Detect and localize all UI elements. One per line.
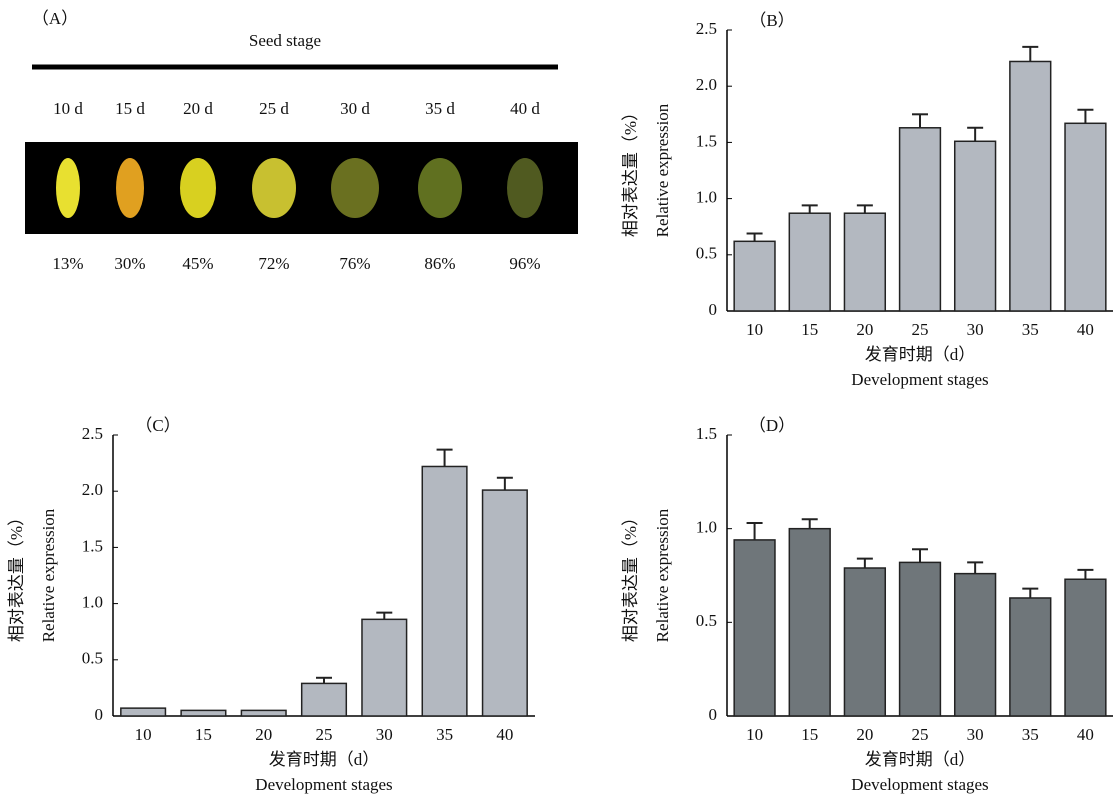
percent-label: 96% — [509, 254, 540, 273]
bar — [900, 128, 941, 311]
x-tick-label: 10 — [135, 725, 152, 744]
x-tick-label: 15 — [801, 320, 818, 339]
bar — [1065, 579, 1106, 716]
stage-label: 30 d — [340, 99, 370, 118]
y-tick-label: 0.5 — [696, 244, 717, 263]
x-axis-label: Development stages — [851, 370, 988, 389]
seed-photo — [25, 142, 578, 234]
bar — [844, 213, 885, 311]
x-tick-label: 25 — [912, 725, 929, 744]
panel-title: Seed stage — [249, 31, 321, 50]
seed — [56, 158, 80, 218]
bar — [1010, 61, 1051, 311]
y-axis-label: Relative expression — [653, 103, 672, 237]
percent-label: 30% — [114, 254, 145, 273]
bar — [181, 710, 226, 716]
x-tick-label: 40 — [496, 725, 513, 744]
y-tick-label: 0 — [709, 300, 718, 319]
x-tick-label: 30 — [967, 725, 984, 744]
percent-label: 72% — [258, 254, 289, 273]
seed — [507, 158, 543, 218]
y-axis-label: Relative expression — [653, 508, 672, 642]
x-tick-label: 15 — [195, 725, 212, 744]
x-tick-label: 20 — [856, 725, 873, 744]
y-tick-label: 0.5 — [82, 649, 103, 668]
x-axis-label-cn: 发育时期（d） — [865, 750, 976, 769]
x-tick-label: 20 — [856, 320, 873, 339]
seed — [116, 158, 144, 218]
x-tick-label: 10 — [746, 320, 763, 339]
x-tick-label: 35 — [1022, 725, 1039, 744]
bar — [734, 540, 775, 716]
x-tick-label: 30 — [967, 320, 984, 339]
y-tick-label: 1.0 — [696, 188, 717, 207]
x-tick-label: 20 — [255, 725, 272, 744]
x-tick-label: 40 — [1077, 320, 1094, 339]
panel-label: （B） — [749, 11, 794, 30]
y-tick-label: 1.5 — [696, 131, 717, 150]
x-axis-label: Development stages — [851, 775, 988, 794]
x-tick-label: 40 — [1077, 725, 1094, 744]
bar — [900, 562, 941, 716]
bar — [955, 574, 996, 716]
stage-label: 35 d — [425, 99, 455, 118]
y-tick-label: 1.5 — [82, 536, 103, 555]
panel-label: （D） — [749, 416, 795, 435]
x-tick-label: 10 — [746, 725, 763, 744]
seed — [418, 158, 462, 218]
percent-label: 76% — [339, 254, 370, 273]
bar — [483, 490, 528, 716]
stage-label: 15 d — [115, 99, 145, 118]
stage-label: 40 d — [510, 99, 540, 118]
bar — [734, 241, 775, 311]
y-tick-label: 1.0 — [696, 518, 717, 537]
x-tick-label: 25 — [316, 725, 333, 744]
y-axis-label-cn: 相对表达量（%） — [621, 509, 640, 642]
percent-label: 13% — [52, 254, 83, 273]
y-tick-label: 1.5 — [696, 424, 717, 443]
seed — [180, 158, 216, 218]
y-tick-label: 0.5 — [696, 611, 717, 630]
stage-label: 25 d — [259, 99, 289, 118]
bar — [302, 683, 347, 716]
y-tick-label: 1.0 — [82, 593, 103, 612]
bar — [422, 466, 467, 716]
stage-label: 10 d — [53, 99, 83, 118]
bar — [1010, 598, 1051, 716]
panel-label: （A） — [32, 9, 78, 28]
bar — [241, 710, 286, 716]
y-axis-label-cn: 相对表达量（%） — [7, 509, 26, 642]
y-tick-label: 2.5 — [82, 424, 103, 443]
panel-label: （C） — [135, 416, 180, 435]
percent-label: 45% — [182, 254, 213, 273]
y-axis-label-cn: 相对表达量（%） — [621, 104, 640, 237]
y-tick-label: 0 — [95, 705, 104, 724]
y-tick-label: 2.0 — [82, 480, 103, 499]
seed — [331, 158, 379, 218]
y-tick-label: 2.0 — [696, 75, 717, 94]
x-axis-label: Development stages — [255, 775, 392, 794]
x-axis-label-cn: 发育时期（d） — [269, 750, 380, 769]
x-axis-label-cn: 发育时期（d） — [865, 345, 976, 364]
bar — [362, 619, 407, 716]
bar — [955, 141, 996, 311]
x-tick-label: 35 — [436, 725, 453, 744]
figure: （A） Seed stage 10 d 13% 15 d 30% 20 d 45% 25 d… — [0, 0, 1116, 796]
y-tick-label: 0 — [709, 705, 718, 724]
y-tick-label: 2.5 — [696, 19, 717, 38]
x-tick-label: 30 — [376, 725, 393, 744]
x-tick-label: 15 — [801, 725, 818, 744]
bar — [789, 529, 830, 716]
x-tick-label: 25 — [912, 320, 929, 339]
bar — [121, 708, 166, 716]
bar — [789, 213, 830, 311]
bar — [1065, 123, 1106, 311]
x-tick-label: 35 — [1022, 320, 1039, 339]
percent-label: 86% — [424, 254, 455, 273]
stage-label: 20 d — [183, 99, 213, 118]
bar — [844, 568, 885, 716]
seed — [252, 158, 296, 218]
y-axis-label: Relative expression — [39, 508, 58, 642]
